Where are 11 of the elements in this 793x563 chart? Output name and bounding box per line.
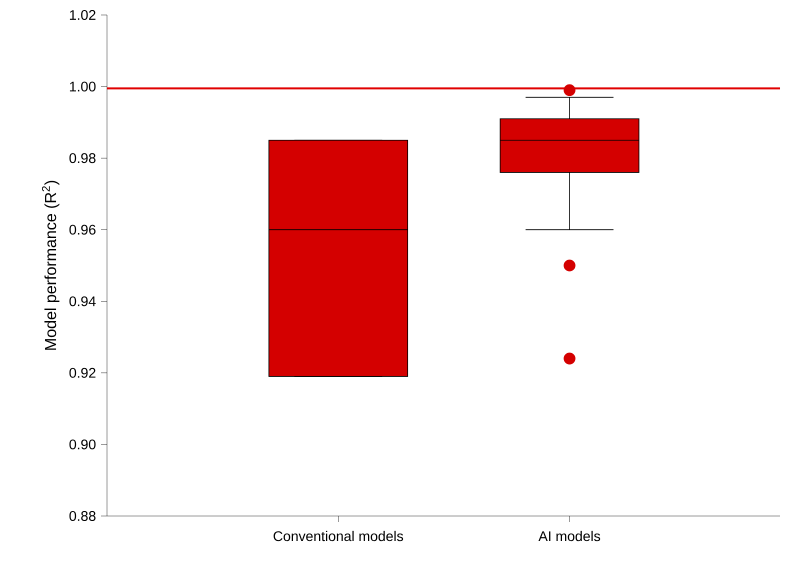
y-tick-label: 0.88 <box>69 511 96 521</box>
y-tick-label: 0.90 <box>69 439 96 450</box>
y-axis-title: Model performance (R$^{2}$) <box>42 180 60 350</box>
y-tick-label: 0.92 <box>69 368 96 378</box>
y-tick-label: 0.96 <box>69 224 96 235</box>
x-tick-label: Conventional models <box>274 530 404 542</box>
x-tick-label: AI models <box>538 530 600 542</box>
y-tick-label: 1.02 <box>70 10 96 20</box>
y-tick-label: 0.98 <box>69 153 96 164</box>
y-tick-label: 0.94 <box>69 296 96 306</box>
y-tick-label: 1.00 <box>70 82 96 92</box>
